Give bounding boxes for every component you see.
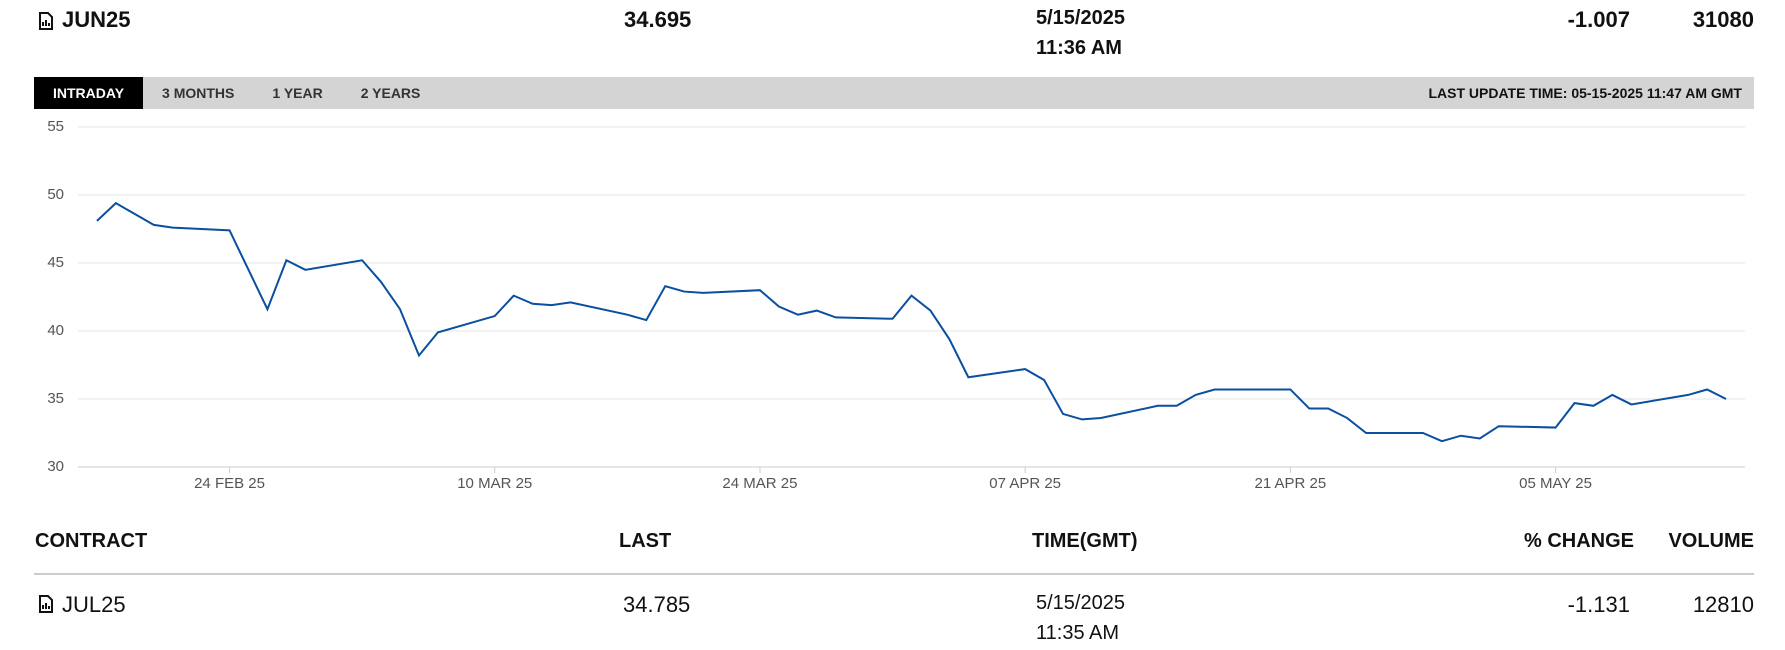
volume: 31080 <box>1692 7 1754 32</box>
time: 11:35 AM <box>1036 622 1120 644</box>
tab-bar: INTRADAY 3 MONTHS 1 YEAR 2 YEARS LAST UPDAT… <box>34 77 1754 109</box>
column-header: VOLUME <box>1668 530 1754 552</box>
contract-icon <box>39 595 53 613</box>
date: 5/15/2025 <box>1036 592 1125 614</box>
y-tick-label: 50 <box>47 186 64 203</box>
divider <box>34 573 1754 575</box>
y-tick-label: 55 <box>47 118 64 135</box>
x-tick-label: 05 MAY 25 <box>1519 475 1592 492</box>
y-tick-label: 45 <box>47 254 64 271</box>
x-tick-label: 07 APR 25 <box>989 475 1061 492</box>
column-header: CONTRACT <box>35 530 148 552</box>
x-tick-label: 24 MAR 25 <box>722 475 797 492</box>
last: 34.785 <box>623 592 691 617</box>
column-header: % CHANGE <box>1523 530 1634 552</box>
x-tick-label: 10 MAR 25 <box>457 475 532 492</box>
contract[interactable]: JUN25 <box>62 7 131 32</box>
x-tick-label: 24 FEB 25 <box>194 475 265 492</box>
last-update: LAST UPDATE TIME: 05-15-2025 11:47 AM GM… <box>1428 85 1742 101</box>
tab[interactable]: 1 YEAR <box>272 85 323 101</box>
change: -1.007 <box>1567 7 1630 32</box>
date: 5/15/2025 <box>1036 7 1125 29</box>
tab[interactable]: INTRADAY <box>34 77 144 109</box>
contract-icon <box>39 12 53 30</box>
y-tick-label: 35 <box>47 390 64 407</box>
contract[interactable]: JUL25 <box>62 592 126 617</box>
column-header: LAST <box>619 530 672 552</box>
column-header: TIME(GMT) <box>1032 530 1138 552</box>
tab[interactable]: 3 MONTHS <box>162 85 235 101</box>
last: 34.695 <box>624 7 692 32</box>
x-tick-label: 21 APR 25 <box>1255 475 1327 492</box>
volume: 12810 <box>1692 592 1754 617</box>
tab[interactable]: 2 YEARS <box>360 85 421 101</box>
y-tick-label: 40 <box>47 322 64 339</box>
time: 11:36 AM <box>1036 37 1122 59</box>
price-line <box>96 201 1727 443</box>
y-tick-label: 30 <box>47 458 64 475</box>
chart: 30 35 40 45 50 55 24 FEB 25 10 MAR 25 24 MAR 25 0… <box>47 118 1745 492</box>
change: -1.131 <box>1567 592 1630 617</box>
